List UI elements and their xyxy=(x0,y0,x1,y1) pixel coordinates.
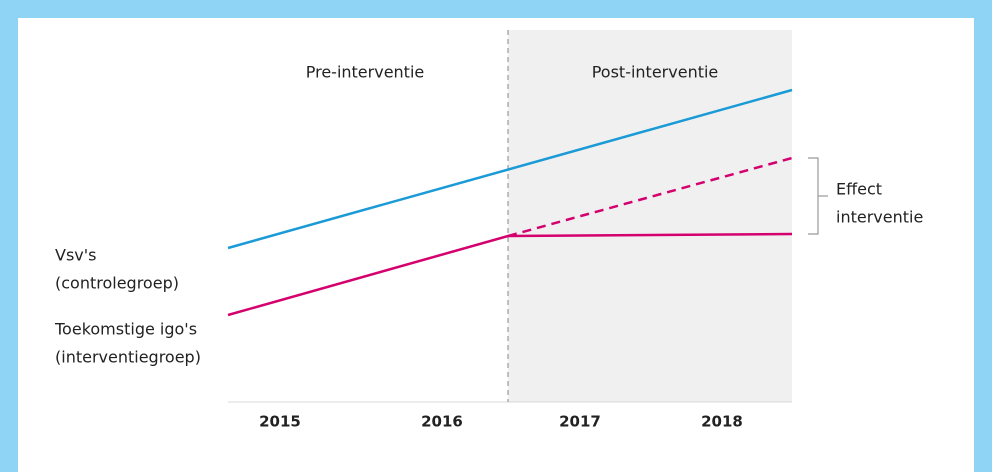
effect-label: Effect xyxy=(836,180,882,199)
year-label: 2016 xyxy=(421,413,463,431)
effect-label: interventie xyxy=(836,208,923,227)
period-label: Post-interventie xyxy=(592,63,719,82)
group-label: (controlegroep) xyxy=(55,274,179,293)
group-label: Vsv's xyxy=(55,246,96,265)
counterfactual-line xyxy=(507,156,793,238)
year-label: 2018 xyxy=(701,413,743,431)
control-line xyxy=(227,88,793,250)
post-region xyxy=(508,30,792,402)
group-label: (interventiegroep) xyxy=(55,348,201,367)
group-label: Toekomstige igo's xyxy=(54,320,197,339)
year-label: 2015 xyxy=(259,413,301,431)
year-label: 2017 xyxy=(559,413,601,431)
period-label: Pre-interventie xyxy=(306,63,425,82)
panel xyxy=(18,18,974,472)
